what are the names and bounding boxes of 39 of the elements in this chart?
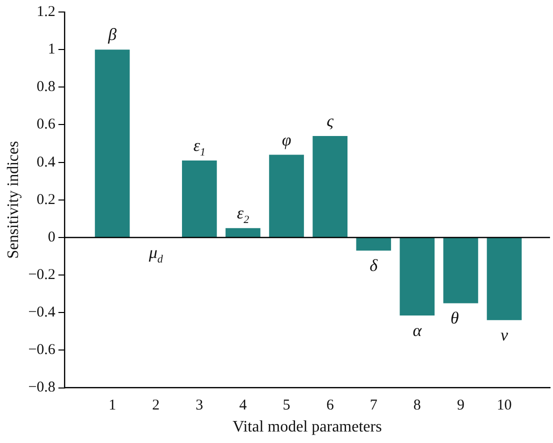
bar [182,160,217,237]
bar [269,154,304,237]
bar [312,136,348,237]
annotation: δ [370,256,379,276]
x-axis-title: Vital model parameters [232,418,382,436]
x-tick-label: 8 [413,398,421,414]
x-tick-label: 10 [496,398,512,414]
bar [400,238,435,316]
annotation: ν [500,326,508,345]
x-tick-label: 4 [239,398,248,414]
y-tick-label: 0.6 [36,116,56,133]
bar [486,238,522,320]
y-tick-label: −0.2 [28,266,56,283]
y-tick-label: 0 [48,229,56,246]
y-tick-label: 1.2 [36,4,56,20]
x-tick-label: 3 [196,398,204,414]
bar [226,228,260,237]
y-tick-label: −0.6 [28,342,56,358]
annotation: β [107,25,118,44]
y-tick-label: 0.8 [36,79,56,96]
annotation: θ [450,308,459,328]
y-tick-label: −0.4 [28,304,56,321]
annotation: α [412,320,423,340]
bar [94,50,130,237]
x-tick-label: 7 [370,398,378,414]
y-tick-label: 1 [48,42,56,58]
bar [443,238,478,304]
y-tick-label: 0.4 [36,154,56,170]
bar [356,238,392,251]
annotation: ς [326,111,334,130]
annotation: φ [282,130,292,150]
x-tick-label: 2 [152,398,160,414]
x-tick-label: 5 [282,398,290,414]
y-tick-label: −0.8 [28,380,56,396]
x-tick-label: 1 [108,398,116,414]
x-tick-label: 6 [326,398,334,414]
y-tick-label: 0.2 [36,192,56,208]
y-axis-title: Sensitivity indices [4,141,22,259]
x-tick-label: 9 [456,398,464,414]
